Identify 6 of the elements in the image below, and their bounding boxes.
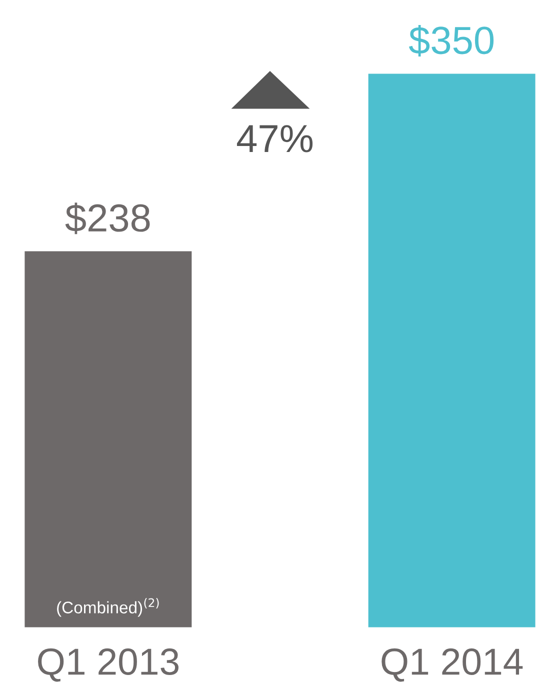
data-label: $350 xyxy=(408,25,494,57)
annotation: (Combined)$^{(2)}$ xyxy=(57,598,159,617)
data-label: $238 xyxy=(65,202,150,234)
x-tick-label: Q1 2013 xyxy=(38,648,178,682)
annotation: 47% xyxy=(236,125,313,152)
x-tick-label: Q1 2014 xyxy=(382,648,523,682)
